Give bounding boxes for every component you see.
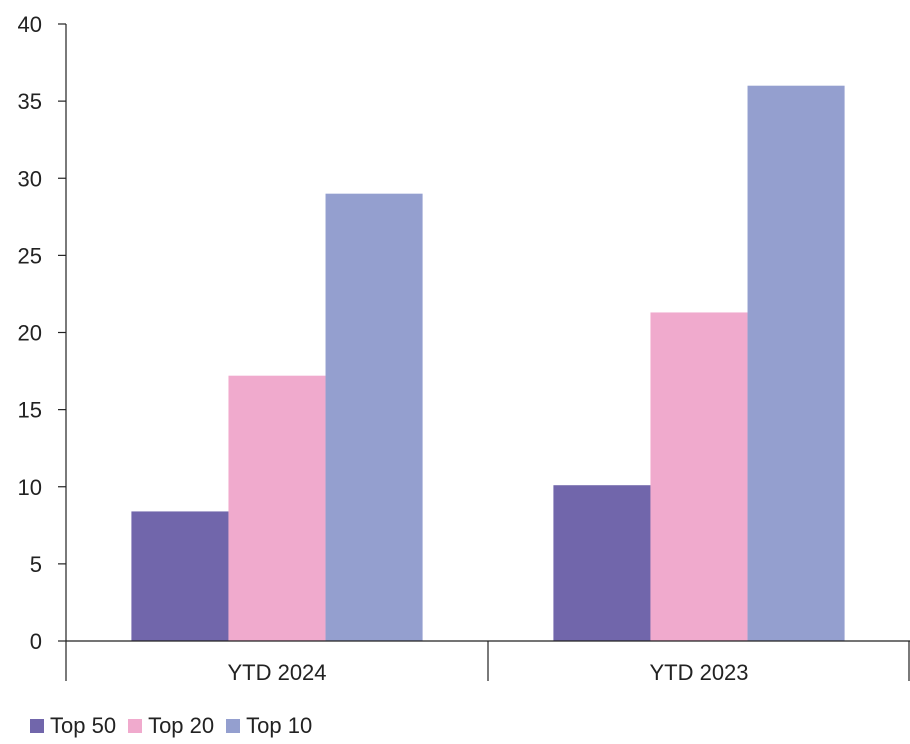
legend-item-top-20: Top 20 (128, 713, 214, 739)
bar (747, 85, 845, 641)
bar (131, 511, 229, 641)
bar (650, 312, 748, 641)
bar (325, 193, 423, 642)
legend-swatch (226, 719, 241, 733)
y-tick-label: 10 (18, 475, 42, 500)
y-tick-label: 40 (18, 12, 42, 37)
x-axis-categories: YTD 2024 YTD 2023 (65, 641, 910, 685)
x-category-label: YTD 2023 (649, 660, 748, 685)
legend-label: Top 50 (50, 713, 117, 738)
legend: Top 50 Top 20 Top 10 (30, 708, 312, 744)
legend-swatch (128, 719, 143, 733)
y-tick-label: 20 (18, 321, 42, 346)
y-tick-label: 0 (30, 629, 42, 654)
legend-label: Top 10 (246, 713, 313, 738)
bars-layer (131, 85, 845, 642)
x-category-label: YTD 2024 (227, 660, 326, 685)
y-tick-label: 35 (18, 89, 42, 114)
y-tick-label: 5 (30, 552, 42, 577)
y-axis-ticks: 0 5 10 15 20 25 30 35 40 (18, 12, 66, 654)
y-tick-label: 25 (18, 243, 42, 268)
y-tick-label: 30 (18, 166, 42, 191)
bar (228, 375, 326, 641)
legend-swatch (30, 719, 44, 733)
legend-item-top-50: Top 50 (30, 713, 116, 739)
legend-label: Top 20 (148, 713, 215, 738)
legend-item-top-10: Top 10 (226, 713, 312, 739)
bar (553, 485, 651, 641)
y-tick-label: 15 (18, 398, 42, 423)
